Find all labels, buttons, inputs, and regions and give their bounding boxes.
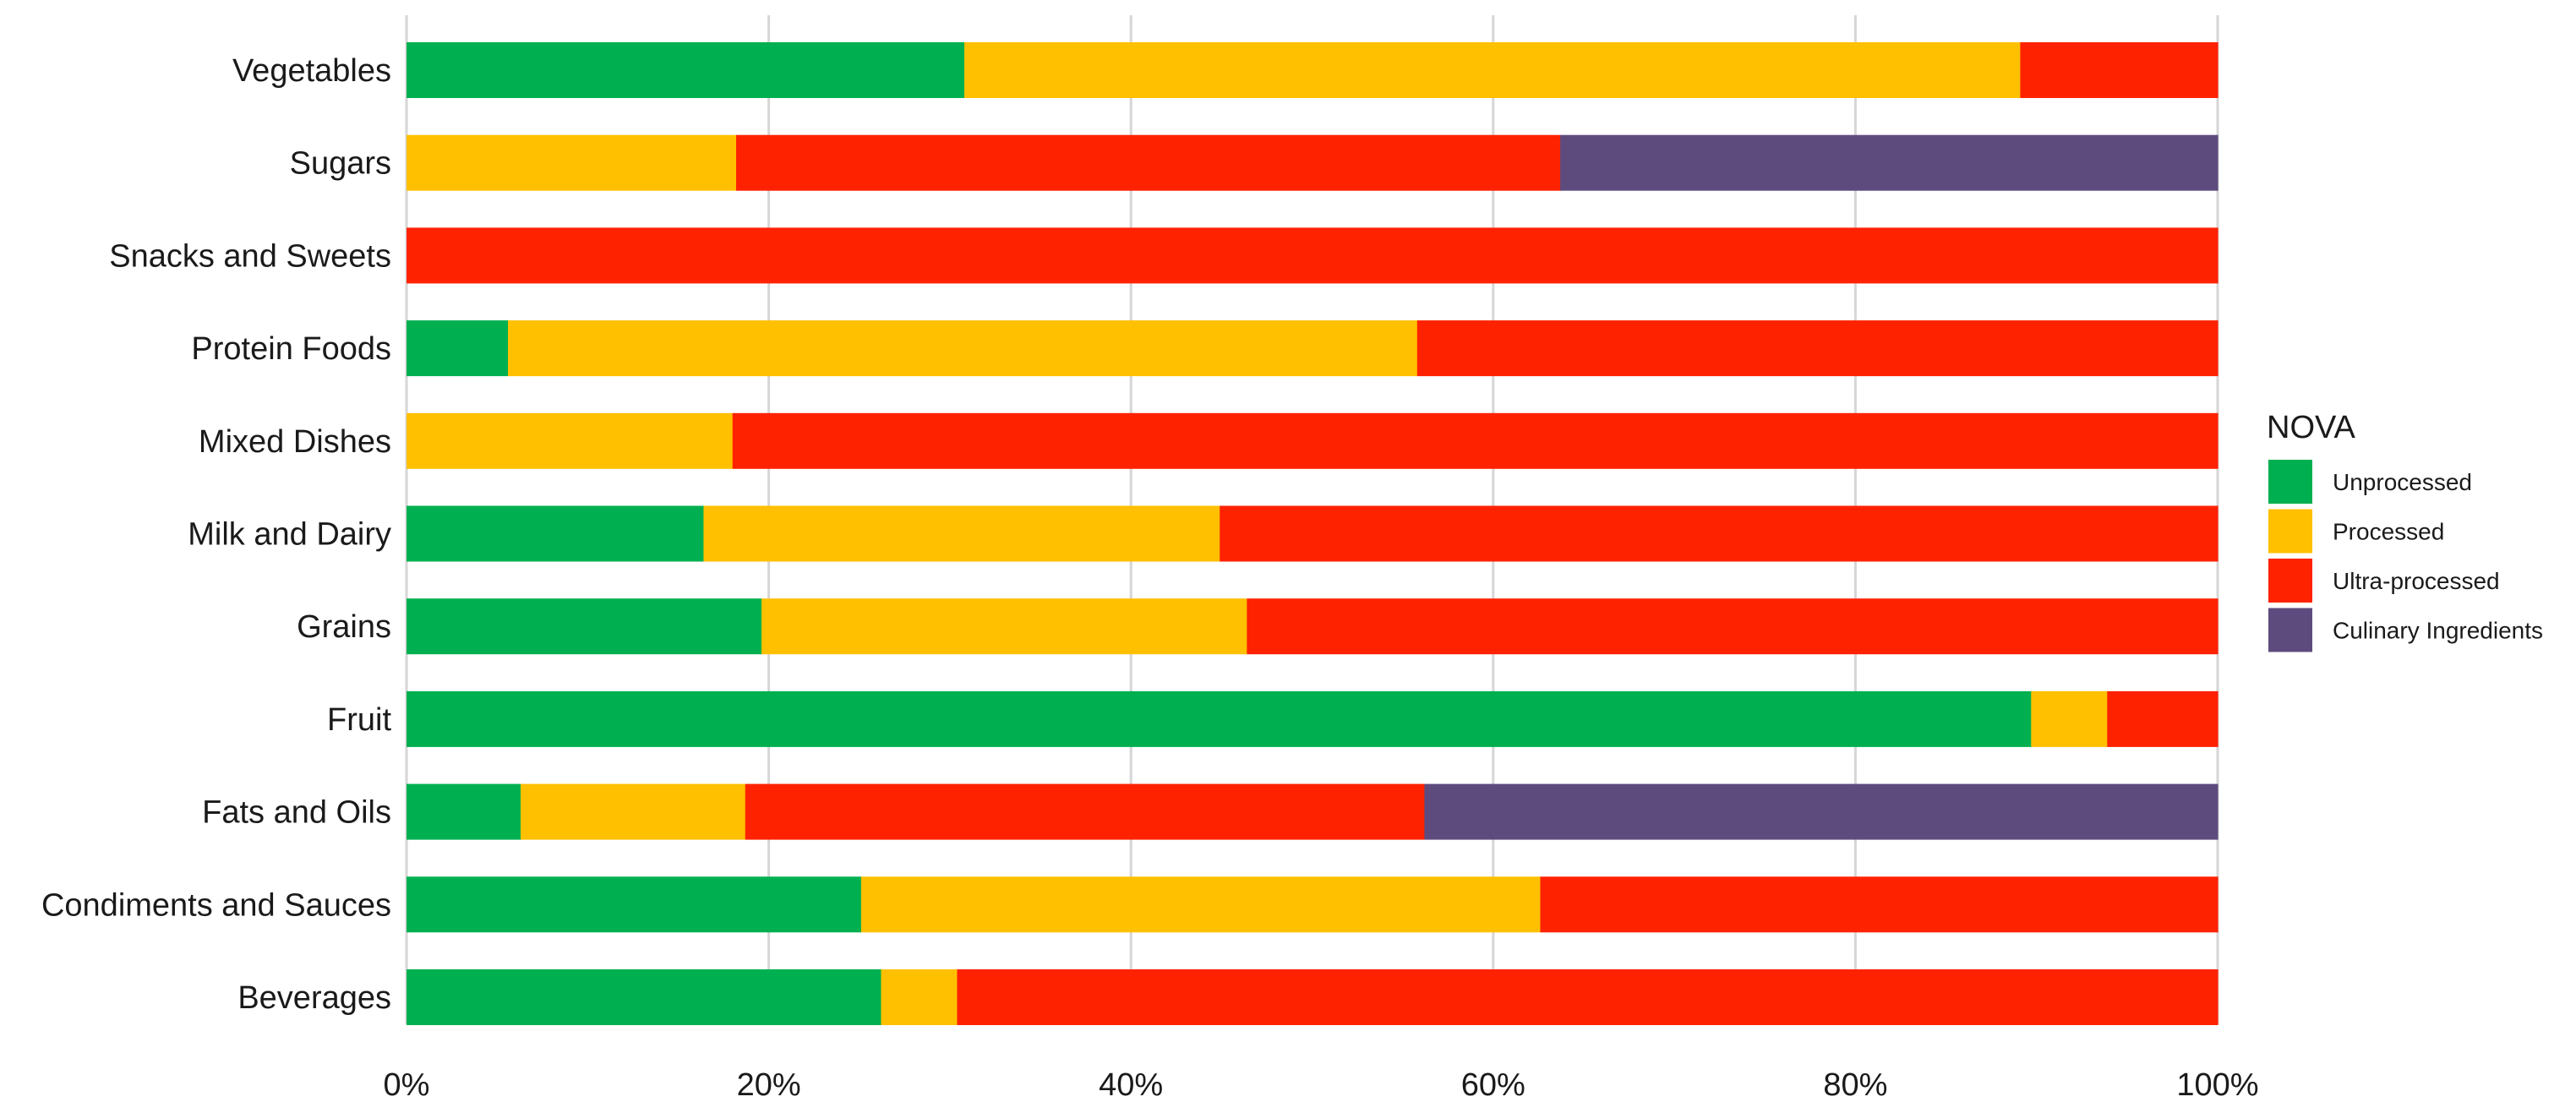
- bar-beverages-unprocessed: [407, 969, 882, 1025]
- category-labels: Vegetables Sugars Snacks and Sweets Protein…: [41, 53, 391, 1016]
- category-label-fats-and-oils: Fats and Oils: [202, 795, 391, 831]
- x-tick-label-100pct: 100%: [2176, 1067, 2258, 1103]
- bar-condiments-and-sauces-ultra-processed: [1540, 876, 2219, 933]
- x-axis-tick-labels: 0% 20% 40% 60% 80% 100%: [384, 1067, 2259, 1103]
- category-label-grains: Grains: [297, 609, 391, 645]
- bar-fats-and-oils-unprocessed: [407, 783, 521, 840]
- bar-fruit-unprocessed: [407, 690, 2032, 747]
- category-label-snacks-and-sweets: Snacks and Sweets: [109, 238, 391, 274]
- bar-protein-foods-processed: [508, 320, 1418, 377]
- bar-grains-unprocessed: [407, 598, 762, 655]
- bar-vegetables-unprocessed: [407, 42, 965, 98]
- bars: [407, 42, 2219, 1025]
- legend-title: NOVA: [2267, 410, 2356, 445]
- bar-fats-and-oils-processed: [521, 783, 746, 840]
- x-tick-label-0pct: 0%: [384, 1067, 430, 1103]
- legend-label-processed: Processed: [2333, 519, 2444, 545]
- bar-sugars-culinary-ingredients: [1560, 134, 2219, 191]
- bar-condiments-and-sauces-unprocessed: [407, 876, 862, 933]
- bar-sugars-processed: [407, 134, 737, 191]
- bar-beverages-processed: [881, 969, 958, 1025]
- legend-swatch-unprocessed: [2268, 460, 2312, 504]
- bar-milk-and-dairy-unprocessed: [407, 505, 705, 562]
- bar-sugars-ultra-processed: [736, 134, 1561, 191]
- legend: NOVA Unprocessed Processed Ultra-processed…: [2267, 410, 2543, 652]
- bar-vegetables-ultra-processed: [2020, 42, 2219, 98]
- category-label-condiments-and-sauces: Condiments and Sauces: [41, 887, 391, 923]
- legend-label-ultra-processed: Ultra-processed: [2333, 568, 2500, 594]
- x-tick-label-60pct: 60%: [1461, 1067, 1525, 1103]
- category-label-mixed-dishes: Mixed Dishes: [199, 424, 391, 460]
- bar-mixed-dishes-ultra-processed: [732, 412, 2219, 469]
- legend-label-culinary-ingredients: Culinary Ingredients: [2333, 618, 2543, 644]
- category-label-beverages: Beverages: [237, 980, 391, 1016]
- bar-fruit-processed: [2031, 690, 2108, 747]
- bar-grains-processed: [761, 598, 1247, 655]
- legend-swatch-processed: [2268, 509, 2312, 554]
- bar-milk-and-dairy-ultra-processed: [1220, 505, 2219, 562]
- x-tick-label-40pct: 40%: [1099, 1067, 1163, 1103]
- category-label-sugars: Sugars: [290, 146, 391, 182]
- category-label-fruit: Fruit: [327, 702, 391, 738]
- category-label-milk-and-dairy: Milk and Dairy: [188, 517, 391, 553]
- category-label-vegetables: Vegetables: [232, 53, 391, 89]
- bar-fruit-ultra-processed: [2107, 690, 2219, 747]
- bar-snacks-and-sweets-ultra-processed: [407, 227, 2219, 284]
- bar-mixed-dishes-processed: [407, 412, 734, 469]
- category-label-protein-foods: Protein Foods: [191, 331, 391, 367]
- bar-protein-foods-ultra-processed: [1416, 320, 2219, 377]
- bar-grains-ultra-processed: [1247, 598, 2219, 655]
- bar-condiments-and-sauces-processed: [860, 876, 1542, 933]
- bar-fats-and-oils-ultra-processed: [745, 783, 1425, 840]
- legend-label-unprocessed: Unprocessed: [2333, 469, 2472, 495]
- legend-swatch-culinary-ingredients: [2268, 608, 2312, 652]
- x-tick-label-20pct: 20%: [737, 1067, 801, 1103]
- bar-vegetables-processed: [964, 42, 2022, 98]
- x-tick-label-80pct: 80%: [1823, 1067, 1887, 1103]
- bar-beverages-ultra-processed: [957, 969, 2219, 1025]
- bar-protein-foods-unprocessed: [407, 320, 509, 377]
- bar-fats-and-oils-culinary-ingredients: [1424, 783, 2219, 840]
- legend-swatch-ultra-processed: [2268, 559, 2312, 603]
- bar-milk-and-dairy-processed: [703, 505, 1220, 562]
